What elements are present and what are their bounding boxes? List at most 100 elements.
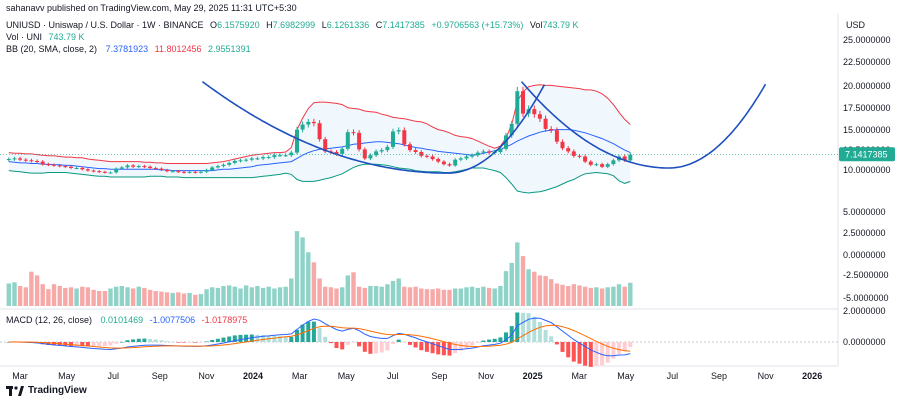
- macd-histogram-bar: [362, 342, 367, 352]
- candle-body: [362, 149, 367, 159]
- volume-bar: [215, 287, 221, 306]
- volume-bar: [616, 284, 622, 306]
- volume-bar: [390, 281, 396, 306]
- candle-body: [391, 131, 395, 147]
- macd-histogram-bar: [594, 342, 599, 367]
- macd-histogram-bar: [306, 321, 311, 342]
- tradingview-logo[interactable]: TradingView: [6, 385, 87, 396]
- volume-bar: [373, 286, 379, 306]
- candle-body: [487, 151, 492, 153]
- time-axis-tick: Mar: [571, 371, 587, 381]
- candle-body: [475, 152, 480, 156]
- candle-body: [266, 157, 271, 159]
- candle-body: [221, 164, 226, 167]
- macd-histogram-bar: [481, 340, 486, 342]
- macd-histogram-bar: [165, 341, 169, 342]
- candle-body: [357, 132, 362, 150]
- time-axis-tick: Jul: [387, 371, 399, 381]
- volume-bar: [549, 279, 554, 306]
- volume-bar: [114, 286, 119, 306]
- volume-bar: [447, 289, 452, 306]
- macd-histogram-bar: [391, 342, 395, 344]
- volume-bar: [91, 289, 96, 306]
- volume-bar: [29, 271, 34, 306]
- macd-histogram-bar: [97, 342, 102, 347]
- last-price-tag: [839, 147, 895, 162]
- volume-bar: [486, 287, 492, 306]
- volume-bar: [402, 286, 407, 306]
- macd-histogram-bar: [458, 342, 463, 351]
- volume-bar: [419, 288, 424, 306]
- candle-body: [368, 155, 373, 159]
- time-axis-tick: Nov: [478, 371, 495, 381]
- volume-indicator-line[interactable]: Vol · UNI 743.79 K: [6, 32, 85, 42]
- macd-histogram-bar: [311, 321, 316, 342]
- candle-body: [419, 152, 424, 156]
- macd-histogram-bar: [351, 342, 356, 343]
- time-axis-tick: Jul: [667, 371, 679, 381]
- volume-bar: [611, 286, 616, 306]
- candle-body: [351, 132, 356, 134]
- macd-histogram-bar: [617, 342, 621, 354]
- candle-body: [272, 155, 277, 158]
- macd-hist-value: 0.0101469: [100, 315, 144, 325]
- candle-body: [46, 164, 51, 166]
- macd-histogram-bar: [441, 342, 446, 356]
- candle-body: [12, 158, 17, 160]
- macd-histogram-bar: [408, 342, 412, 345]
- macd-histogram-bar: [125, 340, 130, 342]
- macd-histogram-bar: [148, 339, 153, 342]
- volume-bar: [605, 287, 610, 306]
- candle-body: [232, 161, 237, 163]
- candle-body: [159, 168, 164, 170]
- macd-histogram-bar: [340, 342, 345, 350]
- macd-histogram-bar: [85, 342, 90, 347]
- volume-bar: [311, 262, 317, 306]
- candle-body: [18, 158, 23, 160]
- symbol-name[interactable]: UNIUSD · Uniswap / U.S. Dollar · 1W · BI…: [6, 20, 204, 30]
- candle-body: [340, 148, 345, 154]
- macd-histogram-bar: [193, 342, 198, 343]
- bb-upper-value: 11.8012456: [154, 44, 202, 54]
- time-axis-tick: Sep: [152, 371, 168, 381]
- candle-body: [261, 157, 266, 159]
- volume-bar: [51, 284, 57, 306]
- volume-bar: [622, 286, 627, 306]
- volume-bar: [379, 286, 384, 306]
- time-axis-tick: May: [338, 371, 356, 381]
- time-axis-tick: Mar: [12, 371, 28, 381]
- bb-lower-value: 2.9551391: [208, 44, 251, 54]
- macd-histogram-bar: [182, 342, 186, 343]
- time-axis-tick: 2025: [523, 371, 543, 381]
- macd-histogram-bar: [204, 341, 209, 343]
- candle-body: [594, 164, 599, 166]
- volume-bar: [243, 285, 249, 306]
- volume-bar: [277, 287, 283, 306]
- volume-bar: [385, 284, 390, 306]
- macd-histogram-bar: [453, 342, 458, 354]
- macd-histogram-bar: [583, 342, 588, 366]
- macd-histogram-bar: [605, 342, 610, 363]
- candle-body: [447, 164, 452, 166]
- volume-bar: [498, 286, 503, 306]
- candle-body: [521, 91, 525, 114]
- volume-bar: [176, 292, 181, 306]
- bollinger-legend[interactable]: BB (20, SMA, close, 2) 7.3781923 11.8012…: [6, 44, 251, 54]
- macd-histogram-bar: [210, 340, 215, 342]
- candle-body: [63, 166, 68, 168]
- volume-bar: [441, 289, 447, 306]
- candle-body: [187, 171, 192, 173]
- macd-histogram-bar: [470, 342, 475, 346]
- bb-basis-line: [8, 129, 631, 172]
- volume-bar: [232, 286, 237, 306]
- candle-body: [40, 161, 45, 165]
- volume-bar: [464, 287, 469, 306]
- volume-bar: [68, 287, 74, 306]
- candle-body: [374, 151, 379, 156]
- volume-bar: [543, 276, 548, 306]
- candle-body: [142, 166, 147, 168]
- macd-histogram-bar: [198, 342, 203, 343]
- candle-body: [611, 160, 616, 165]
- macd-legend[interactable]: MACD (12, 26, close) 0.0101469 -1.007750…: [6, 315, 248, 325]
